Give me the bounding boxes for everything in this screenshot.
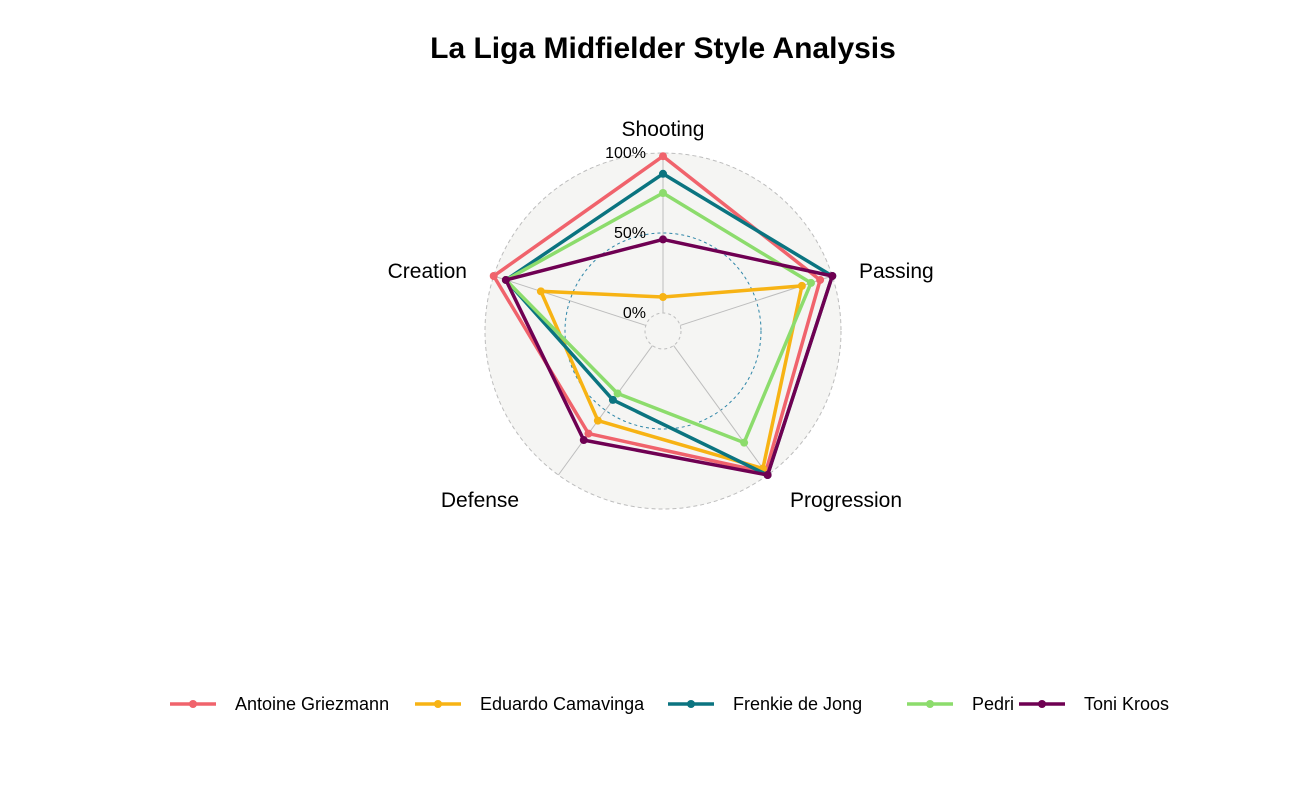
series-eduardo-camavinga [536, 281, 806, 473]
series-point [740, 438, 749, 447]
legend-key-point [1038, 700, 1046, 708]
radar-tick-labels: 0% 50% 100% [605, 145, 646, 322]
series-point [659, 293, 667, 301]
axis-label-creation: Creation [388, 260, 467, 283]
radar-grid [493, 153, 833, 476]
series-point [816, 275, 825, 284]
series-toni-kroos [501, 235, 837, 480]
tick-label: 100% [605, 145, 646, 162]
series-point [763, 471, 772, 480]
series-point [659, 152, 667, 161]
axis-label-progression: Progression [790, 489, 902, 512]
legend-label: Antoine Griezmann [235, 694, 389, 714]
legend-key-point [434, 700, 442, 708]
legend-item: Frenkie de Jong [668, 694, 862, 714]
series-point [489, 271, 498, 280]
legend-item: Toni Kroos [1019, 694, 1169, 714]
legend-key-point [926, 700, 934, 708]
tick-label: 0% [623, 305, 646, 322]
radar-axis-labels: Shooting Passing Progression Defense Creatio… [388, 118, 934, 512]
series-line [504, 191, 813, 445]
legend: Antoine Griezmann Eduardo Camavinga Frenki… [170, 694, 1169, 714]
radar-spoke [679, 275, 833, 326]
axis-label-defense: Defense [441, 489, 519, 512]
series-point [659, 189, 667, 197]
series-line [491, 154, 822, 475]
axis-label-shooting: Shooting [622, 118, 705, 141]
radar-ring-50 [564, 232, 762, 430]
tick-label: 50% [614, 225, 646, 242]
series-point [536, 287, 545, 296]
series-point [659, 235, 667, 244]
radar-series-group [489, 152, 837, 480]
radar-spoke [673, 345, 769, 476]
series-point [579, 436, 588, 445]
legend-item: Antoine Griezmann [170, 694, 389, 714]
series-point [806, 278, 815, 287]
series-point [659, 169, 667, 178]
series-point [584, 429, 593, 438]
series-line [504, 237, 835, 477]
radar-spoke [493, 275, 647, 326]
series-line [539, 284, 804, 471]
radar-spoke [557, 345, 653, 476]
legend-label: Toni Kroos [1084, 694, 1169, 714]
axis-label-passing: Passing [859, 260, 934, 283]
series-point [593, 416, 602, 425]
legend-key-point [189, 700, 197, 708]
legend-label: Eduardo Camavinga [480, 694, 645, 714]
radar-ring-0 [644, 312, 682, 350]
legend-item: Pedri [907, 694, 1014, 714]
series-point [608, 395, 617, 404]
series-point [828, 271, 837, 280]
series-line [504, 172, 835, 477]
legend-label: Pedri [972, 694, 1014, 714]
series-point [797, 281, 806, 290]
legend-label: Frenkie de Jong [733, 694, 862, 714]
legend-item: Eduardo Camavinga [415, 694, 645, 714]
legend-key-point [687, 700, 695, 708]
series-point [501, 275, 510, 284]
series-antoine-griezmann [489, 152, 825, 477]
chart-title: La Liga Midfielder Style Analysis [430, 32, 896, 65]
series-point [613, 389, 622, 398]
